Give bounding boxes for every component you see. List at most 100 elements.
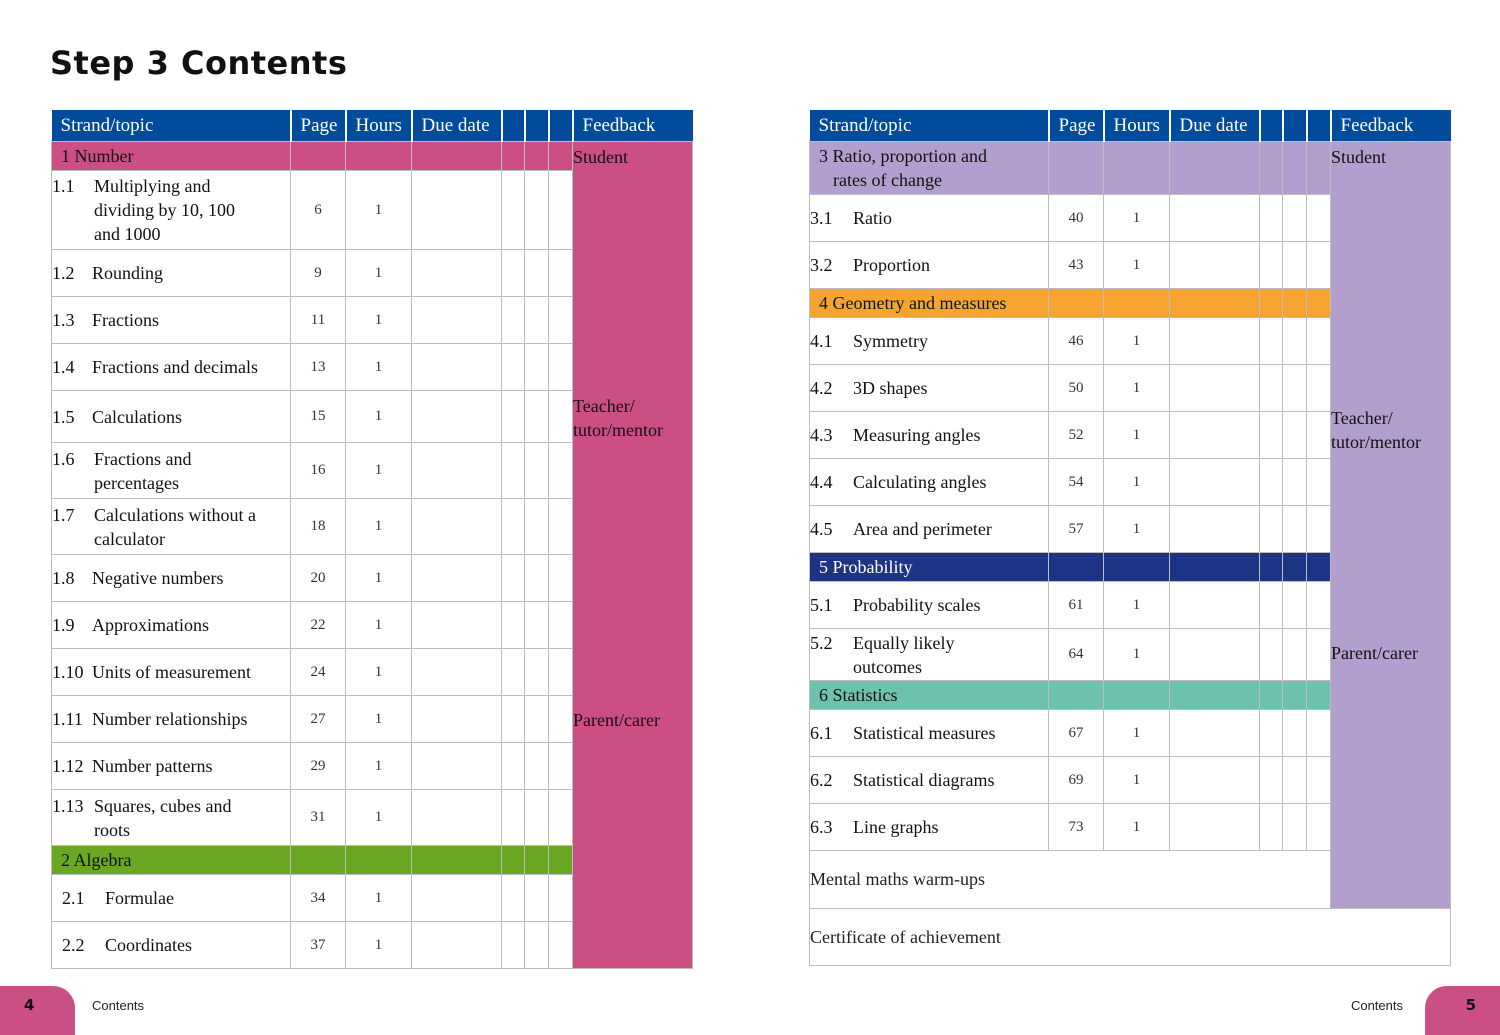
green-rating-cell[interactable] xyxy=(548,498,573,555)
due-date-cell[interactable] xyxy=(1169,194,1260,242)
red-rating-cell[interactable] xyxy=(501,249,525,297)
red-rating-cell[interactable] xyxy=(501,554,525,602)
green-rating-cell[interactable] xyxy=(1306,364,1331,412)
green-rating-cell[interactable] xyxy=(548,648,573,696)
red-rating-cell[interactable] xyxy=(501,648,525,696)
due-date-cell[interactable] xyxy=(411,742,502,790)
amber-rating-cell[interactable] xyxy=(524,742,549,790)
amber-rating-cell[interactable] xyxy=(524,296,549,344)
green-rating-cell[interactable] xyxy=(1306,756,1331,804)
due-date-cell[interactable] xyxy=(1169,756,1260,804)
due-date-cell[interactable] xyxy=(411,921,502,969)
green-rating-cell[interactable] xyxy=(548,249,573,297)
green-rating-cell[interactable] xyxy=(1306,458,1331,506)
green-rating-cell[interactable] xyxy=(548,343,573,391)
green-rating-cell[interactable] xyxy=(548,695,573,743)
amber-rating-cell[interactable] xyxy=(524,554,549,602)
due-date-cell[interactable] xyxy=(411,442,502,499)
due-date-cell[interactable] xyxy=(1169,581,1260,629)
amber-rating-cell[interactable] xyxy=(524,601,549,649)
red-rating-cell[interactable] xyxy=(1259,364,1283,412)
red-rating-cell[interactable] xyxy=(501,695,525,743)
green-rating-cell[interactable] xyxy=(1306,241,1331,289)
red-rating-cell[interactable] xyxy=(501,921,525,969)
amber-rating-cell[interactable] xyxy=(1282,317,1307,365)
amber-rating-cell[interactable] xyxy=(524,390,549,443)
red-rating-cell[interactable] xyxy=(1259,709,1283,757)
amber-rating-cell[interactable] xyxy=(524,343,549,391)
amber-rating-cell[interactable] xyxy=(524,874,549,922)
green-rating-cell[interactable] xyxy=(548,296,573,344)
green-rating-cell[interactable] xyxy=(1306,628,1331,681)
green-rating-cell[interactable] xyxy=(548,170,573,250)
red-rating-cell[interactable] xyxy=(501,742,525,790)
green-rating-cell[interactable] xyxy=(1306,505,1331,553)
due-date-cell[interactable] xyxy=(1169,241,1260,289)
amber-rating-cell[interactable] xyxy=(524,648,549,696)
amber-rating-cell[interactable] xyxy=(1282,803,1307,851)
red-rating-cell[interactable] xyxy=(501,789,525,846)
due-date-cell[interactable] xyxy=(1169,803,1260,851)
red-rating-cell[interactable] xyxy=(1259,628,1283,681)
red-rating-cell[interactable] xyxy=(1259,458,1283,506)
amber-rating-cell[interactable] xyxy=(1282,241,1307,289)
due-date-cell[interactable] xyxy=(411,296,502,344)
red-rating-cell[interactable] xyxy=(1259,317,1283,365)
due-date-cell[interactable] xyxy=(411,648,502,696)
amber-rating-cell[interactable] xyxy=(524,249,549,297)
green-rating-cell[interactable] xyxy=(548,874,573,922)
amber-rating-cell[interactable] xyxy=(524,498,549,555)
red-rating-cell[interactable] xyxy=(501,296,525,344)
amber-rating-cell[interactable] xyxy=(1282,458,1307,506)
green-rating-cell[interactable] xyxy=(548,554,573,602)
red-rating-cell[interactable] xyxy=(1259,505,1283,553)
due-date-cell[interactable] xyxy=(1169,505,1260,553)
green-rating-cell[interactable] xyxy=(1306,194,1331,242)
due-date-cell[interactable] xyxy=(411,695,502,743)
due-date-cell[interactable] xyxy=(411,789,502,846)
green-rating-cell[interactable] xyxy=(1306,411,1331,459)
red-rating-cell[interactable] xyxy=(501,874,525,922)
due-date-cell[interactable] xyxy=(1169,709,1260,757)
red-rating-cell[interactable] xyxy=(501,442,525,499)
green-rating-cell[interactable] xyxy=(548,742,573,790)
due-date-cell[interactable] xyxy=(411,249,502,297)
green-rating-cell[interactable] xyxy=(1306,317,1331,365)
red-rating-cell[interactable] xyxy=(1259,581,1283,629)
red-rating-cell[interactable] xyxy=(1259,803,1283,851)
amber-rating-cell[interactable] xyxy=(524,921,549,969)
amber-rating-cell[interactable] xyxy=(1282,364,1307,412)
due-date-cell[interactable] xyxy=(411,390,502,443)
amber-rating-cell[interactable] xyxy=(1282,756,1307,804)
green-rating-cell[interactable] xyxy=(1306,803,1331,851)
due-date-cell[interactable] xyxy=(1169,458,1260,506)
amber-rating-cell[interactable] xyxy=(1282,194,1307,242)
red-rating-cell[interactable] xyxy=(501,601,525,649)
red-rating-cell[interactable] xyxy=(1259,411,1283,459)
amber-rating-cell[interactable] xyxy=(524,442,549,499)
due-date-cell[interactable] xyxy=(411,601,502,649)
green-rating-cell[interactable] xyxy=(548,390,573,443)
red-rating-cell[interactable] xyxy=(501,343,525,391)
green-rating-cell[interactable] xyxy=(548,442,573,499)
green-rating-cell[interactable] xyxy=(548,601,573,649)
due-date-cell[interactable] xyxy=(1169,628,1260,681)
green-rating-cell[interactable] xyxy=(548,921,573,969)
due-date-cell[interactable] xyxy=(411,343,502,391)
due-date-cell[interactable] xyxy=(411,554,502,602)
amber-rating-cell[interactable] xyxy=(524,170,549,250)
red-rating-cell[interactable] xyxy=(1259,756,1283,804)
amber-rating-cell[interactable] xyxy=(524,789,549,846)
amber-rating-cell[interactable] xyxy=(1282,581,1307,629)
due-date-cell[interactable] xyxy=(1169,411,1260,459)
green-rating-cell[interactable] xyxy=(1306,581,1331,629)
amber-rating-cell[interactable] xyxy=(524,695,549,743)
amber-rating-cell[interactable] xyxy=(1282,505,1307,553)
green-rating-cell[interactable] xyxy=(548,789,573,846)
due-date-cell[interactable] xyxy=(411,170,502,250)
red-rating-cell[interactable] xyxy=(1259,194,1283,242)
due-date-cell[interactable] xyxy=(1169,364,1260,412)
red-rating-cell[interactable] xyxy=(1259,241,1283,289)
due-date-cell[interactable] xyxy=(1169,317,1260,365)
green-rating-cell[interactable] xyxy=(1306,709,1331,757)
